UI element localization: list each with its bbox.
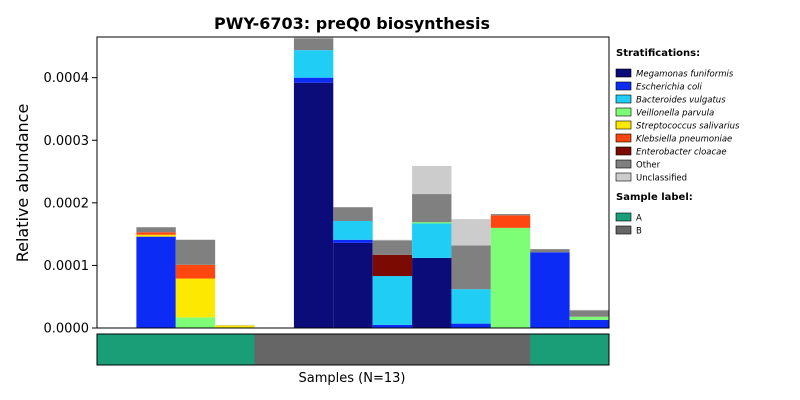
sample-label-cell <box>412 334 452 365</box>
bar-segment <box>530 249 570 253</box>
bar-segment <box>372 239 413 241</box>
legend-swatch <box>615 68 632 78</box>
legend-item: Klebsiella pneumoniae <box>636 135 732 145</box>
bar-segment <box>333 242 373 328</box>
bar-segment <box>569 310 609 317</box>
sample-label-cell <box>254 334 295 365</box>
legend-item: Veillonella parvula <box>636 109 714 119</box>
y-tick-label: 0.0001 <box>44 259 90 274</box>
bar-segment <box>136 232 176 235</box>
bar-segment <box>451 245 491 290</box>
bar-segment <box>136 234 176 237</box>
bar-segment <box>136 227 176 233</box>
legend-swatch <box>615 120 632 130</box>
chart-title: PWY-6703: preQ0 biosynthesis <box>214 14 490 33</box>
bar-segment <box>412 223 452 258</box>
bar-segment <box>490 214 531 216</box>
legend-swatch <box>615 133 632 143</box>
bar-segment <box>569 316 609 320</box>
bar-segment <box>293 37 334 39</box>
bar-segment <box>412 222 452 224</box>
y-tick-label: 0.0004 <box>44 71 90 86</box>
sample-label-swatch <box>615 225 632 235</box>
bar-segment <box>490 215 531 228</box>
legend-item: Streptococcus salivarius <box>636 122 740 132</box>
sample-label-strip <box>97 334 610 365</box>
y-tick-label: 0.0002 <box>44 196 90 211</box>
sample-label-legend-item: B <box>636 227 642 237</box>
bar-segment <box>372 254 413 277</box>
bar-segment <box>215 325 255 328</box>
bar-segment <box>136 236 176 328</box>
bar-segment <box>451 323 491 328</box>
bar-segment <box>175 239 216 265</box>
sample-label-cell <box>333 334 374 365</box>
legend-swatch <box>615 81 632 91</box>
bar-segment <box>490 227 531 328</box>
bar-segment <box>372 324 413 328</box>
legend-swatch <box>615 159 632 169</box>
bar-segment <box>372 240 413 255</box>
legend-title: Stratifications: <box>616 48 700 59</box>
bar-segment <box>412 194 452 223</box>
y-axis: 0.0000 0.0001 0.0002 0.0003 0.0004 <box>44 71 97 337</box>
bar-segment <box>215 324 255 326</box>
bar-segment <box>175 264 216 279</box>
bar-segment <box>412 257 452 328</box>
sample-label-cell <box>136 334 177 365</box>
x-axis-label: Samples (N=13) <box>299 371 406 386</box>
sample-label-cell <box>490 334 531 365</box>
sample-label-cell <box>215 334 256 365</box>
bar-segment <box>333 207 373 221</box>
legend-item: Escherichia coli <box>636 83 703 93</box>
sample-label-cell <box>293 334 334 365</box>
plot-frame <box>96 36 610 329</box>
sample-label-cell <box>175 334 216 365</box>
legend-swatch <box>615 146 632 156</box>
legend-item: Bacteroides vulgatus <box>636 96 726 106</box>
y-tick-label: 0.0003 <box>44 134 90 149</box>
y-axis-label: Relative abundance <box>13 104 32 263</box>
sample-label-cell <box>97 334 137 365</box>
bar-segment <box>175 278 216 318</box>
sample-label-cell <box>569 334 610 365</box>
bar-segment <box>451 289 491 324</box>
legend-swatch <box>615 94 632 104</box>
legend-item: Enterobacter cloacae <box>636 148 727 158</box>
legend-swatch <box>615 172 632 182</box>
bar-segment <box>530 252 570 328</box>
legend-item: Megamonas funiformis <box>636 70 734 80</box>
label-strip-frame <box>96 333 610 366</box>
sample-label-cell <box>530 334 571 365</box>
bar-segment <box>451 219 491 246</box>
bar-segment <box>569 319 609 328</box>
bar-segment <box>293 82 334 328</box>
y-tick-label: 0.0000 <box>44 322 90 337</box>
sample-label-cell <box>451 334 492 365</box>
bar-segment <box>569 309 609 311</box>
sample-label-legend-title: Sample label: <box>616 192 693 203</box>
bar-segment <box>293 38 334 51</box>
sample-label-swatch <box>615 212 632 222</box>
bar-segment <box>293 77 334 83</box>
bar-segment <box>333 239 373 243</box>
bar-segment <box>293 50 334 78</box>
bar-segment <box>372 276 413 325</box>
plot-area <box>136 37 609 328</box>
legend-item: Unclassified <box>636 174 687 184</box>
sample-label-cell <box>372 334 413 365</box>
bar-segment <box>412 165 452 195</box>
bar-segment <box>333 220 373 240</box>
sample-label-legend-item: A <box>636 214 642 224</box>
bar-segment <box>175 317 216 328</box>
legend-item: Other <box>636 161 661 171</box>
legend: Stratifications: Megamonas funiformis Esc… <box>615 48 740 237</box>
legend-swatch <box>615 107 632 117</box>
